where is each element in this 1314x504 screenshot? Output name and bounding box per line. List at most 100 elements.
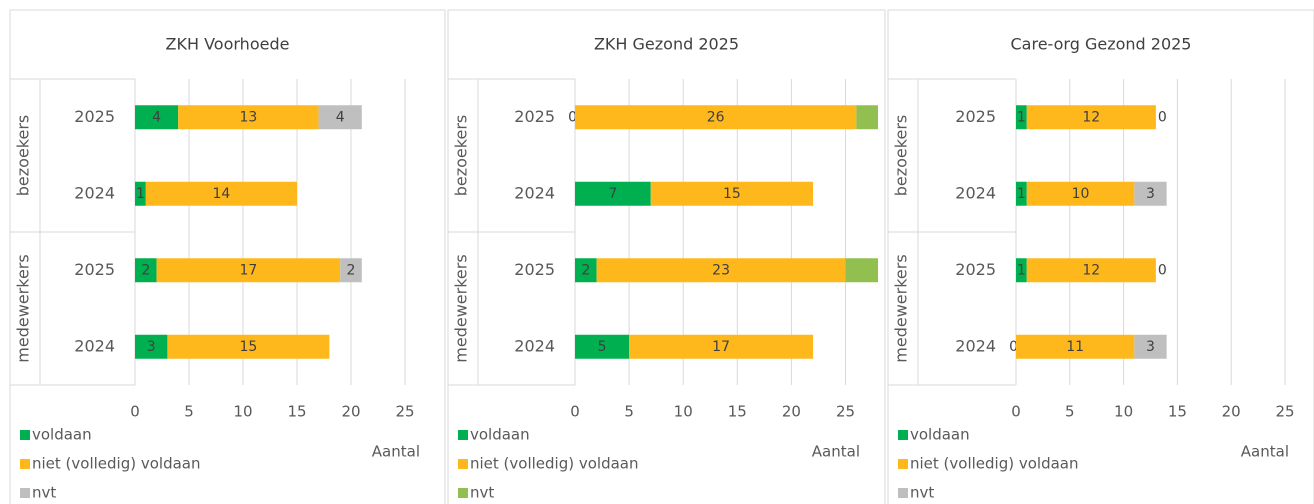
legend-label: niet (volledig) voldaan <box>470 455 639 473</box>
x-tick-label: 5 <box>624 403 634 421</box>
bar-segment <box>340 258 362 283</box>
group-label: medewerkers <box>892 254 911 362</box>
legend-label: nvt <box>470 484 494 502</box>
data-label: 12 <box>1082 262 1100 278</box>
group-label: bezoekers <box>452 115 471 196</box>
data-label: 26 <box>707 109 725 125</box>
bar-segment <box>167 334 330 359</box>
data-label: 17 <box>239 262 257 278</box>
data-label: 3 <box>147 339 156 355</box>
data-label: 1 <box>1017 186 1026 202</box>
legend-swatch <box>898 459 908 469</box>
panel-frame <box>447 9 886 504</box>
legend-label: niet (volledig) voldaan <box>910 455 1079 473</box>
y-tick-label: 2025 <box>955 260 996 279</box>
data-label: 3 <box>1146 186 1155 202</box>
bar-segment <box>1026 105 1156 130</box>
data-label: 2 <box>141 262 150 278</box>
data-label: 10 <box>1072 186 1090 202</box>
legend-label: voldaan <box>910 426 970 444</box>
bar-segment <box>156 258 341 283</box>
data-label: 0 <box>1158 109 1167 125</box>
bar-segment <box>845 258 878 283</box>
legend-label: nvt <box>910 484 934 502</box>
group-label: medewerkers <box>14 254 33 362</box>
y-tick-label: 2024 <box>955 183 996 202</box>
data-label: 17 <box>712 339 730 355</box>
legend-swatch <box>20 488 30 498</box>
bar-segment <box>575 105 857 130</box>
data-label: 15 <box>239 339 257 355</box>
x-tick-label: 25 <box>1275 403 1294 421</box>
legend-swatch <box>458 430 468 440</box>
y-tick-label: 2025 <box>74 260 115 279</box>
data-label: 1 <box>1017 109 1026 125</box>
panel-frame <box>9 9 446 504</box>
x-tick-label: 25 <box>836 403 855 421</box>
x-tick-label: 15 <box>287 403 306 421</box>
data-label: 14 <box>212 186 230 202</box>
y-tick-label: 2025 <box>514 107 555 126</box>
x-tick-label: 0 <box>570 403 580 421</box>
x-tick-label: 15 <box>1168 403 1187 421</box>
x-tick-label: 10 <box>233 403 252 421</box>
data-label: 11 <box>1066 339 1084 355</box>
x-tick-label: 0 <box>1011 403 1021 421</box>
x-tick-label: 20 <box>341 403 360 421</box>
bar-segment <box>135 105 179 130</box>
bar-segment <box>1134 334 1167 359</box>
legend-swatch <box>20 430 30 440</box>
data-label: 3 <box>1146 339 1155 355</box>
legend-swatch <box>458 488 468 498</box>
group-label: bezoekers <box>892 115 911 196</box>
data-label: 2 <box>581 262 590 278</box>
x-axis-label: Aantal <box>1241 443 1289 461</box>
bar-segment <box>135 181 146 206</box>
bar-segment <box>135 334 168 359</box>
legend-swatch <box>20 459 30 469</box>
bar-segment <box>596 258 846 283</box>
y-tick-label: 2025 <box>955 107 996 126</box>
legend-label: voldaan <box>32 426 92 444</box>
x-axis-label: Aantal <box>812 443 860 461</box>
y-tick-label: 2025 <box>74 107 115 126</box>
bar-segment <box>1134 181 1167 206</box>
data-label: 13 <box>239 109 257 125</box>
data-label: 7 <box>608 186 617 202</box>
x-tick-label: 10 <box>1114 403 1133 421</box>
panel-frame <box>887 9 1314 504</box>
legend-label: voldaan <box>470 426 530 444</box>
x-tick-label: 25 <box>395 403 414 421</box>
y-tick-label: 2025 <box>514 260 555 279</box>
legend-swatch <box>458 459 468 469</box>
bar-segment <box>629 334 814 359</box>
x-axis-label: Aantal <box>372 443 420 461</box>
legend-swatch <box>898 430 908 440</box>
x-tick-label: 5 <box>1065 403 1075 421</box>
bar-segment <box>145 181 297 206</box>
bar-segment <box>135 258 157 283</box>
panel-title: ZKH Voorhoede <box>166 35 290 54</box>
data-label: 23 <box>712 262 730 278</box>
group-label: bezoekers <box>14 115 33 196</box>
data-label: 1 <box>1017 262 1026 278</box>
data-label: 0 <box>568 109 577 125</box>
panel-title: ZKH Gezond 2025 <box>594 35 739 54</box>
bar-segment <box>178 105 319 130</box>
x-tick-label: 20 <box>1222 403 1241 421</box>
y-tick-label: 2024 <box>955 336 996 355</box>
x-tick-label: 10 <box>674 403 693 421</box>
x-tick-label: 20 <box>782 403 801 421</box>
data-label: 4 <box>336 109 345 125</box>
bar-segment <box>856 105 878 130</box>
x-tick-label: 5 <box>184 403 194 421</box>
bar-segment <box>1016 105 1027 130</box>
data-label: 5 <box>598 339 607 355</box>
data-label: 2 <box>347 262 356 278</box>
legend-label: nvt <box>32 484 56 502</box>
data-label: 12 <box>1082 109 1100 125</box>
data-label: 15 <box>723 186 741 202</box>
data-label: 0 <box>1009 339 1018 355</box>
bar-segment <box>318 105 362 130</box>
